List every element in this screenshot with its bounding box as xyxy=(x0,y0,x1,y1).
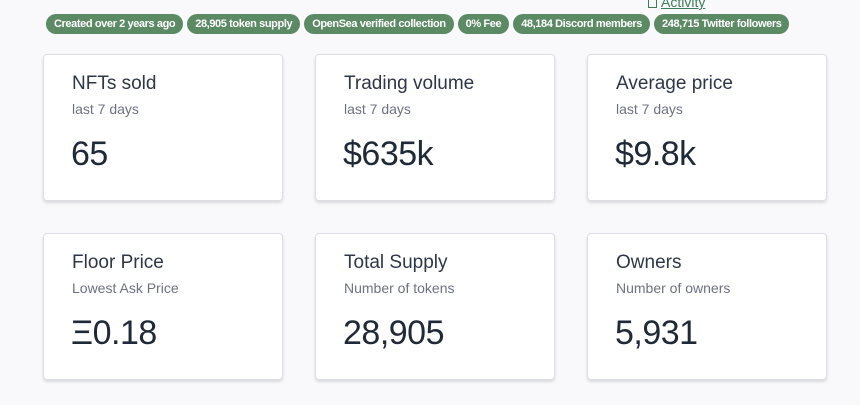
stat-value: 28,905 xyxy=(343,314,445,352)
stat-value: Ξ0.18 xyxy=(71,314,157,352)
stat-value: $9.8k xyxy=(615,135,696,173)
stat-card-total-supply: Total Supply Number of tokens 28,905 xyxy=(315,233,555,380)
badge-fee: 0% Fee xyxy=(457,14,510,34)
badge-verified: OpenSea verified collection xyxy=(304,14,454,34)
activity-link[interactable]: Activity xyxy=(648,0,705,10)
stat-title: Average price xyxy=(616,73,733,94)
stat-subtitle: last 7 days xyxy=(72,101,139,117)
stat-subtitle: Lowest Ask Price xyxy=(72,280,179,296)
stat-title: Floor Price xyxy=(72,252,164,273)
stat-title: Total Supply xyxy=(344,252,448,273)
stat-value: 5,931 xyxy=(615,314,698,352)
activity-icon xyxy=(648,0,657,8)
badge-twitter: 248,715 Twitter followers xyxy=(654,14,790,34)
badge-token-supply: 28,905 token supply xyxy=(187,14,301,34)
stat-card-average-price: Average price last 7 days $9.8k xyxy=(587,54,827,201)
stat-value: 65 xyxy=(71,135,108,173)
stat-subtitle: Number of tokens xyxy=(344,280,455,296)
collection-badges: Created over 2 years ago 28,905 token su… xyxy=(46,14,790,34)
badge-created: Created over 2 years ago xyxy=(46,14,184,34)
badge-discord: 48,184 Discord members xyxy=(513,14,651,34)
stat-title: Owners xyxy=(616,252,682,273)
stat-card-owners: Owners Number of owners 5,931 xyxy=(587,233,827,380)
stat-subtitle: Number of owners xyxy=(616,280,731,296)
stat-value: $635k xyxy=(343,135,434,173)
stat-card-floor-price: Floor Price Lowest Ask Price Ξ0.18 xyxy=(43,233,283,380)
stat-title: Trading volume xyxy=(344,73,475,94)
stat-subtitle: last 7 days xyxy=(616,101,683,117)
activity-link-label: Activity xyxy=(661,0,706,10)
stat-card-nfts-sold: NFTs sold last 7 days 65 xyxy=(43,54,283,201)
stat-card-trading-volume: Trading volume last 7 days $635k xyxy=(315,54,555,201)
stat-subtitle: last 7 days xyxy=(344,101,411,117)
stat-title: NFTs sold xyxy=(72,73,157,94)
